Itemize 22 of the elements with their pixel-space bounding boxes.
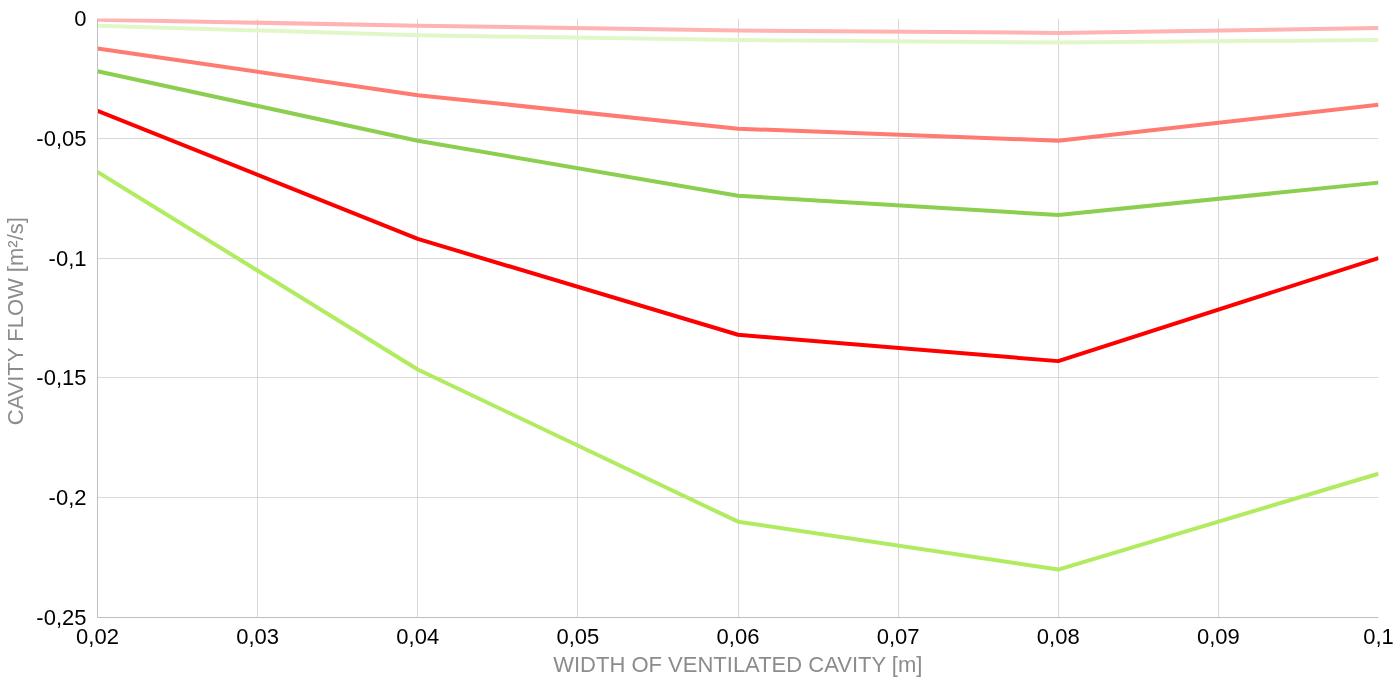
x-tick-label: 0,08 <box>1036 623 1080 649</box>
line-series <box>97 169 1379 572</box>
y-tick-label: 0 <box>74 6 87 31</box>
y-tick-label: -0,1 <box>48 245 87 271</box>
line-series <box>97 46 1379 143</box>
y-tick-label: -0,2 <box>48 485 87 511</box>
x-tick-label: 0,1 <box>1363 623 1394 649</box>
y-axis-title: CAVITY FLOW [m²/s] <box>3 217 29 426</box>
line-series <box>97 18 1379 35</box>
y-tick-label: -0,25 <box>36 605 87 630</box>
y-tick-label: -0,05 <box>36 125 87 151</box>
x-tick-label: 0,04 <box>396 623 440 649</box>
line-series <box>97 108 1379 364</box>
line-series <box>97 69 1379 217</box>
x-tick-label: 0,09 <box>1196 623 1240 649</box>
x-axis-title: WIDTH OF VENTILATED CAVITY [m] <box>553 651 923 677</box>
line-series <box>97 23 1379 45</box>
x-tick-label: 0,06 <box>716 623 760 649</box>
x-tick-label: 0,07 <box>876 623 920 649</box>
x-tick-label: 0,05 <box>556 623 600 649</box>
x-tick-label: 0,03 <box>236 623 280 649</box>
y-tick-label: -0,15 <box>36 365 87 391</box>
